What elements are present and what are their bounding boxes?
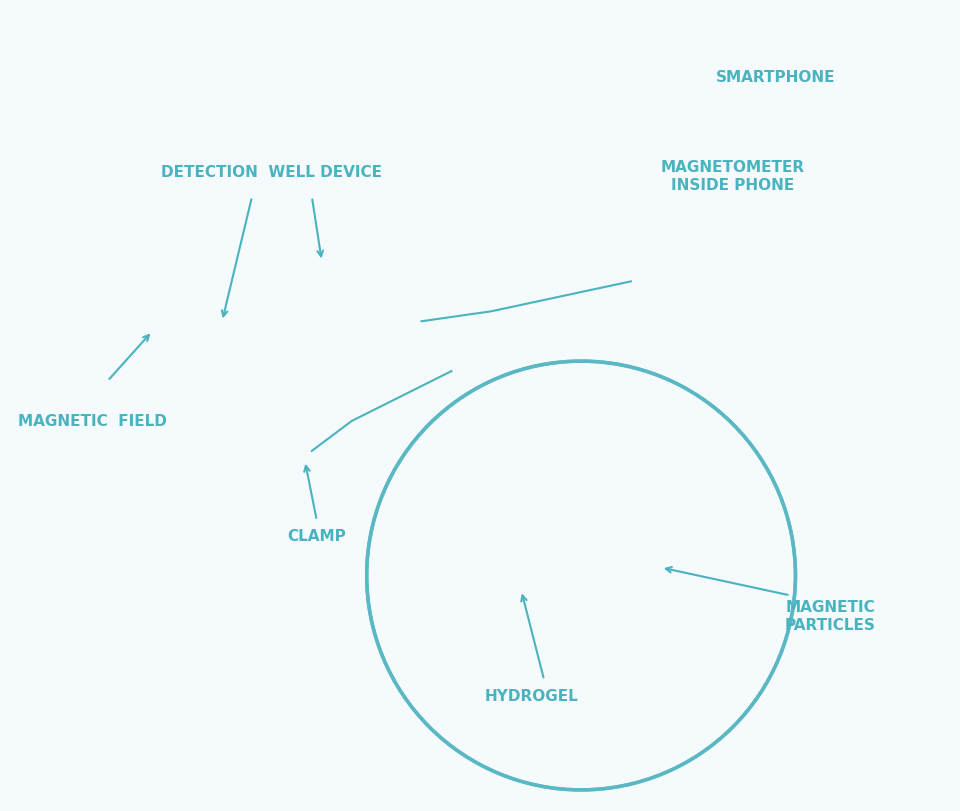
Bar xyxy=(730,337,735,345)
Polygon shape xyxy=(237,0,900,481)
Text: HYDROGEL: HYDROGEL xyxy=(485,688,578,703)
Bar xyxy=(694,337,700,345)
Bar xyxy=(676,337,682,345)
Bar xyxy=(808,283,816,289)
Text: DETECTION  WELL DEVICE: DETECTION WELL DEVICE xyxy=(161,165,382,180)
Text: SMARTPHONE: SMARTPHONE xyxy=(716,71,835,85)
Polygon shape xyxy=(280,445,330,474)
Bar xyxy=(676,206,682,214)
Polygon shape xyxy=(579,599,592,636)
Polygon shape xyxy=(217,297,865,576)
Bar xyxy=(808,319,816,325)
Bar xyxy=(662,283,671,289)
Bar xyxy=(808,265,816,271)
Polygon shape xyxy=(280,428,292,457)
Polygon shape xyxy=(290,428,327,451)
Bar xyxy=(711,206,718,214)
Text: CLAMP: CLAMP xyxy=(287,529,347,543)
Polygon shape xyxy=(157,272,197,367)
Bar xyxy=(783,337,789,345)
FancyBboxPatch shape xyxy=(850,208,872,225)
Polygon shape xyxy=(197,388,846,590)
Bar xyxy=(765,206,772,214)
Bar xyxy=(711,337,718,345)
Bar xyxy=(748,206,754,214)
Polygon shape xyxy=(187,341,387,449)
Circle shape xyxy=(367,362,796,790)
Polygon shape xyxy=(442,526,749,625)
Polygon shape xyxy=(401,441,765,541)
Text: MAGNETIC
PARTICLES: MAGNETIC PARTICLES xyxy=(785,599,876,632)
Bar xyxy=(662,247,671,253)
Polygon shape xyxy=(407,481,760,561)
FancyBboxPatch shape xyxy=(11,9,952,802)
Bar xyxy=(783,206,789,214)
Polygon shape xyxy=(197,0,257,397)
FancyBboxPatch shape xyxy=(631,197,851,357)
Ellipse shape xyxy=(206,343,232,361)
Polygon shape xyxy=(556,577,571,616)
Polygon shape xyxy=(492,526,660,589)
Polygon shape xyxy=(579,621,649,653)
Polygon shape xyxy=(437,586,760,655)
FancyBboxPatch shape xyxy=(668,209,813,340)
Polygon shape xyxy=(566,577,666,625)
Bar xyxy=(662,212,671,217)
Polygon shape xyxy=(197,287,880,590)
Polygon shape xyxy=(588,599,654,638)
Bar xyxy=(808,230,816,235)
Polygon shape xyxy=(407,496,756,625)
Polygon shape xyxy=(182,272,412,417)
Bar xyxy=(694,206,700,214)
Bar xyxy=(748,337,754,345)
Bar xyxy=(808,247,816,253)
Bar xyxy=(662,301,671,307)
Polygon shape xyxy=(417,427,760,571)
Polygon shape xyxy=(157,327,396,457)
Bar xyxy=(808,301,816,307)
Polygon shape xyxy=(288,428,334,463)
Bar xyxy=(662,230,671,235)
Polygon shape xyxy=(840,133,900,590)
Ellipse shape xyxy=(467,531,506,555)
Bar xyxy=(808,212,816,217)
Text: MAGNETOMETER
INSIDE PHONE: MAGNETOMETER INSIDE PHONE xyxy=(660,161,804,193)
Circle shape xyxy=(890,206,910,226)
Polygon shape xyxy=(203,339,326,400)
Text: MAGNETIC  FIELD: MAGNETIC FIELD xyxy=(18,414,167,429)
Bar xyxy=(662,265,671,271)
Polygon shape xyxy=(556,601,660,641)
Bar xyxy=(662,319,671,325)
Bar xyxy=(730,206,735,214)
Bar xyxy=(765,337,772,345)
Polygon shape xyxy=(407,431,421,551)
